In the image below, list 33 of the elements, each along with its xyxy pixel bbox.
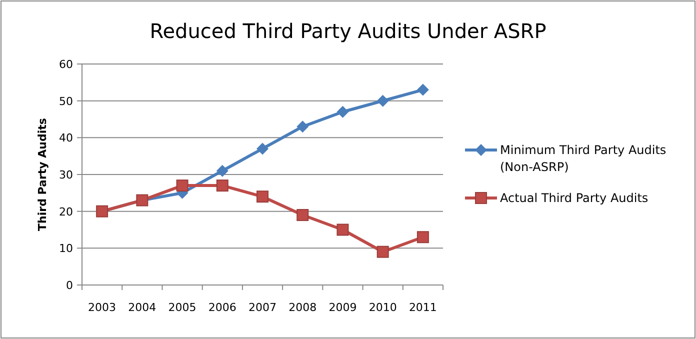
x-tick-label: 2004 xyxy=(128,301,156,314)
y-tick-label: 30 xyxy=(59,168,73,182)
legend-label: Actual Third Party Audits xyxy=(500,191,648,205)
point xyxy=(296,120,309,133)
point xyxy=(296,209,309,222)
point xyxy=(416,231,429,244)
y-tick-label: 60 xyxy=(59,58,73,71)
y-tick-label: 50 xyxy=(59,94,73,108)
point xyxy=(336,106,349,118)
x-tick-label: 2006 xyxy=(208,301,236,314)
point xyxy=(376,246,389,258)
point xyxy=(176,180,188,192)
point xyxy=(216,164,228,177)
legend-label: Minimum Third Party Audits (Non-ASRP) xyxy=(500,143,666,174)
point xyxy=(376,94,389,107)
point xyxy=(256,142,268,155)
point xyxy=(256,190,268,203)
x-tick-label: 2011 xyxy=(408,301,437,314)
x-tick-label: 2003 xyxy=(88,301,116,314)
point xyxy=(216,180,228,192)
x-tick-label: 2005 xyxy=(168,301,196,314)
y-tick-label: 10 xyxy=(59,242,73,256)
x-tick-label: 2009 xyxy=(328,301,357,314)
point xyxy=(336,224,349,236)
chart-title: Reduced Third Party Audits Under ASRP xyxy=(150,19,546,43)
y-axis-title: Third Party Audits xyxy=(36,118,49,231)
y-tick-label: 20 xyxy=(59,205,73,218)
x-tick-label: 2010 xyxy=(368,301,397,314)
point xyxy=(416,84,429,96)
y-tick-label: 0 xyxy=(66,279,73,292)
x-tick-label: 2007 xyxy=(248,301,276,314)
x-tick-label: 2008 xyxy=(288,301,317,314)
y-tick-label: 40 xyxy=(59,132,73,145)
